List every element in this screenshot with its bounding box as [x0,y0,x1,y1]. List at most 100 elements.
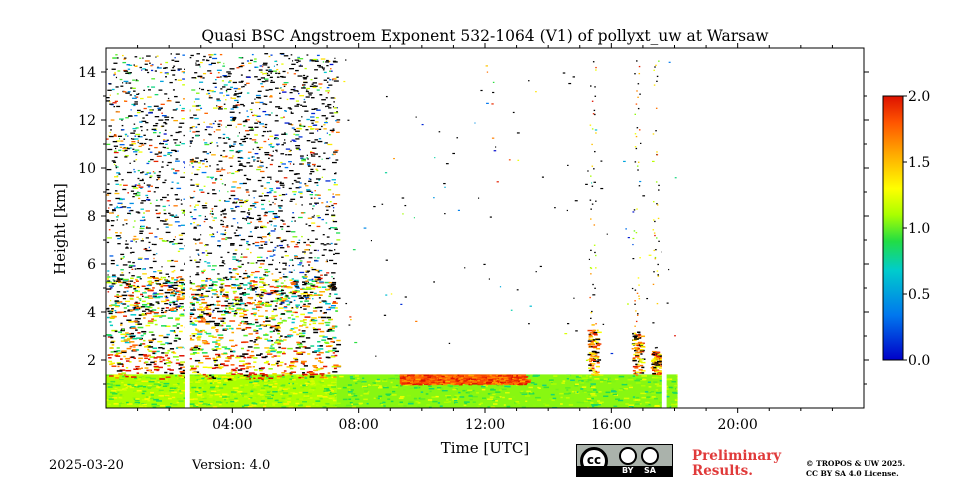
noise-pixel [208,97,213,99]
noise-pixel [229,165,233,167]
noise-pixel [256,157,260,159]
signal-pixel [309,376,315,378]
signal-pixel [525,400,528,403]
noise-pixel [220,219,223,222]
signal-pixel [253,283,258,286]
signal-pixel [277,385,281,387]
signal-pixel [261,374,265,377]
noise-pixel [304,183,307,185]
noise-pixel [214,307,220,310]
signal-pixel [306,288,312,290]
signal-pixel [289,301,293,303]
signal-pixel [415,378,421,381]
signal-pixel [147,399,151,402]
signal-pixel [157,307,160,309]
noise-pixel [303,81,308,84]
noise-pixel [303,125,306,128]
noise-pixel [268,114,271,116]
noise-pixel [314,202,319,204]
noise-pixel [282,220,285,222]
signal-pixel [205,332,212,335]
noise-pixel [267,250,272,252]
noise-pixel [234,310,237,312]
signal-pixel [141,313,145,315]
signal-pixel [299,325,303,327]
signal-pixel [595,391,599,393]
signal-pixel [196,389,200,392]
signal-pixel [214,361,217,363]
signal-pixel [176,280,180,282]
noise-pixel [222,220,224,223]
noise-pixel [324,142,326,144]
signal-pixel [260,289,266,291]
signal-pixel [397,403,404,406]
signal-pixel [248,396,253,399]
signal-pixel [575,383,579,386]
noise-pixel [137,140,140,142]
signal-pixel [350,389,354,391]
signal-pixel [629,405,634,408]
signal-pixel [429,378,435,381]
signal-pixel [463,380,466,382]
signal-pixel [304,300,309,302]
noise-pixel [270,81,275,83]
signal-pixel [159,378,165,380]
signal-pixel [312,365,317,367]
signal-pixel [279,317,282,320]
signal-pixel [593,389,597,391]
signal-pixel [391,394,397,396]
noise-pixel [289,98,295,100]
noise-pixel [145,308,150,311]
noise-pixel [255,262,258,264]
signal-pixel [302,324,307,326]
noise-pixel [232,118,236,120]
signal-pixel [180,372,186,375]
noise-pixel [244,137,249,140]
noise-pixel [270,224,272,226]
noise-pixel [302,84,304,86]
noise-pixel [329,259,334,262]
signal-pixel [374,397,381,399]
noise-pixel [224,229,226,231]
signal-pixel [141,300,146,303]
noise-pixel [194,98,200,100]
signal-pixel [665,385,668,388]
signal-pixel [528,392,535,395]
signal-pixel [325,403,330,405]
noise-pixel [233,292,236,294]
signal-pixel [194,359,201,362]
signal-pixel [641,375,647,377]
noise-pixel [115,183,119,185]
signal-pixel [238,300,243,302]
noise-pixel [116,93,119,95]
noise-pixel [116,277,120,279]
noise-pixel [153,243,157,246]
noise-pixel [264,151,270,154]
signal-pixel [291,292,296,295]
noise-pixel [138,93,140,95]
signal-pixel [189,391,192,394]
signal-pixel [302,401,307,403]
signal-pixel [635,399,641,401]
noise-pixel [135,187,139,189]
noise-pixel [329,157,331,159]
signal-pixel [255,395,259,398]
signal-pixel [607,382,612,384]
signal-pixel [250,356,253,359]
noise-pixel [283,273,285,276]
noise-pixel [211,141,213,144]
signal-pixel [139,343,143,345]
noise-pixel [215,284,218,287]
noise-pixel [268,69,272,71]
noise-pixel [236,273,240,276]
signal-pixel [453,396,457,398]
noise-pixel [273,249,276,251]
noise-pixel [238,244,243,247]
noise-pixel [286,225,290,228]
signal-pixel [441,389,448,392]
signal-pixel [141,399,147,401]
noise-pixel [278,72,281,75]
noise-pixel [120,140,124,142]
noise-pixel [261,192,264,195]
signal-pixel [635,382,641,384]
